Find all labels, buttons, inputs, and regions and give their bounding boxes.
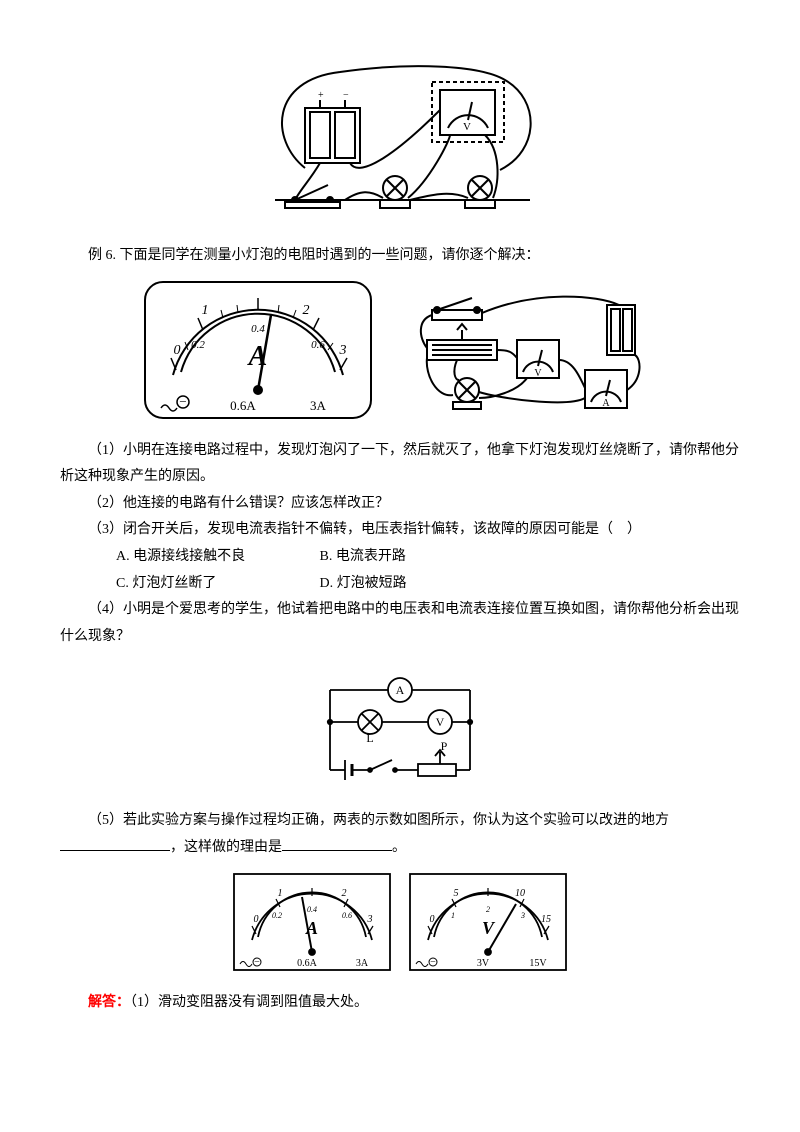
voltmeter-small: 0 5 10 15 1 2 3 V − 3V 15V bbox=[408, 872, 568, 972]
svg-text:0.6A: 0.6A bbox=[230, 398, 256, 413]
question-2: （2）他连接的电路有什么错误？应该怎样改正？ bbox=[60, 491, 740, 518]
schematic-svg: A V L P bbox=[300, 660, 500, 790]
answer-1-text: （1）滑动变阻器没有调到阻值最大处。 bbox=[130, 995, 368, 1010]
svg-text:−: − bbox=[343, 90, 349, 101]
svg-text:0: 0 bbox=[174, 343, 181, 358]
option-a: A. 电源接线接触不良 bbox=[116, 544, 316, 571]
svg-text:0.4: 0.4 bbox=[307, 905, 317, 914]
svg-text:10: 10 bbox=[515, 888, 525, 899]
svg-text:0.4: 0.4 bbox=[251, 323, 265, 335]
options-block: A. 电源接线接触不良 B. 电流表开路 C. 灯泡灯丝断了 D. 灯泡被短路 bbox=[60, 544, 740, 597]
svg-text:2: 2 bbox=[303, 303, 310, 318]
svg-text:3A: 3A bbox=[356, 958, 369, 969]
q5-text-c: 。 bbox=[392, 840, 406, 855]
example-6-label: 例 6. 下面是同学在测量小灯泡的电阻时遇到的一些问题，请你逐个解决： bbox=[60, 243, 740, 270]
svg-text:+: + bbox=[318, 90, 324, 101]
ammeter-dial-large: 0 1 2 3 0.2 0.4 0.6 A − 0.6A 3A bbox=[143, 280, 373, 420]
svg-text:A: A bbox=[247, 341, 268, 372]
question-5: （5）若此实验方案与操作过程均正确，两表的示数如图所示，你认为这个实验可以改进的… bbox=[60, 808, 740, 861]
svg-text:V: V bbox=[482, 918, 496, 938]
svg-text:0.2: 0.2 bbox=[272, 911, 282, 920]
svg-text:V: V bbox=[463, 121, 471, 133]
blank-1 bbox=[60, 836, 170, 851]
svg-text:−: − bbox=[254, 957, 260, 968]
svg-text:0: 0 bbox=[429, 914, 434, 925]
svg-text:A: A bbox=[396, 683, 405, 697]
circuit-top-svg: + − V bbox=[250, 50, 550, 225]
svg-text:2: 2 bbox=[486, 905, 490, 914]
q5-text-b: ，这样做的理由是 bbox=[170, 840, 282, 855]
svg-text:0.6A: 0.6A bbox=[297, 958, 318, 969]
figure-1-circuit-top: + − V bbox=[60, 50, 740, 225]
svg-text:3A: 3A bbox=[310, 398, 327, 413]
svg-text:V: V bbox=[534, 368, 542, 379]
figure-3-schematic: A V L P bbox=[60, 660, 740, 790]
svg-text:3: 3 bbox=[520, 911, 525, 920]
svg-text:−: − bbox=[430, 957, 436, 968]
svg-text:15V: 15V bbox=[529, 958, 547, 969]
svg-text:A: A bbox=[602, 398, 610, 409]
svg-text:0.6: 0.6 bbox=[311, 339, 325, 351]
svg-text:L: L bbox=[366, 731, 373, 745]
svg-text:1: 1 bbox=[278, 888, 283, 899]
figure-4-meters: 0 1 2 3 0.2 0.4 0.6 A − 0.6A 3A bbox=[60, 872, 740, 972]
svg-text:A: A bbox=[305, 918, 318, 938]
figure-2-row: 0 1 2 3 0.2 0.4 0.6 A − 0.6A 3A bbox=[60, 280, 740, 420]
ammeter-small: 0 1 2 3 0.2 0.4 0.6 A − 0.6A 3A bbox=[232, 872, 392, 972]
answer-line: 解答：（1）滑动变阻器没有调到阻值最大处。 bbox=[60, 990, 740, 1017]
q5-text-a: （5）若此实验方案与操作过程均正确，两表的示数如图所示，你认为这个实验可以改进的… bbox=[88, 813, 669, 828]
question-4: （4）小明是个爱思考的学生，他试着把电路中的电压表和电流表连接位置互换如图，请你… bbox=[60, 597, 740, 650]
svg-text:0.2: 0.2 bbox=[191, 339, 205, 351]
svg-text:3: 3 bbox=[367, 914, 373, 925]
svg-text:3: 3 bbox=[339, 343, 347, 358]
svg-text:V: V bbox=[436, 715, 445, 729]
question-3: （3）闭合开关后，发现电流表指针不偏转，电压表指针偏转，该故障的原因可能是（ ） bbox=[60, 517, 740, 544]
svg-text:5: 5 bbox=[453, 888, 458, 899]
svg-text:1: 1 bbox=[202, 303, 209, 318]
svg-text:0: 0 bbox=[254, 914, 259, 925]
svg-text:3V: 3V bbox=[477, 958, 490, 969]
svg-text:1: 1 bbox=[451, 911, 455, 920]
blank-2 bbox=[282, 836, 392, 851]
circuit-sketch-right: V A bbox=[397, 280, 657, 420]
answer-label: 解答： bbox=[88, 995, 130, 1010]
svg-text:−: − bbox=[180, 394, 187, 409]
option-b: B. 电流表开路 bbox=[320, 549, 406, 564]
svg-text:2: 2 bbox=[342, 888, 347, 899]
svg-text:P: P bbox=[441, 739, 448, 753]
svg-text:0.6: 0.6 bbox=[342, 911, 352, 920]
svg-text:15: 15 bbox=[541, 914, 551, 925]
option-d: D. 灯泡被短路 bbox=[320, 576, 407, 591]
option-c: C. 灯泡灯丝断了 bbox=[116, 571, 316, 598]
question-1: （1）小明在连接电路过程中，发现灯泡闪了一下，然后就灭了，他拿下灯泡发现灯丝烧断… bbox=[60, 438, 740, 491]
